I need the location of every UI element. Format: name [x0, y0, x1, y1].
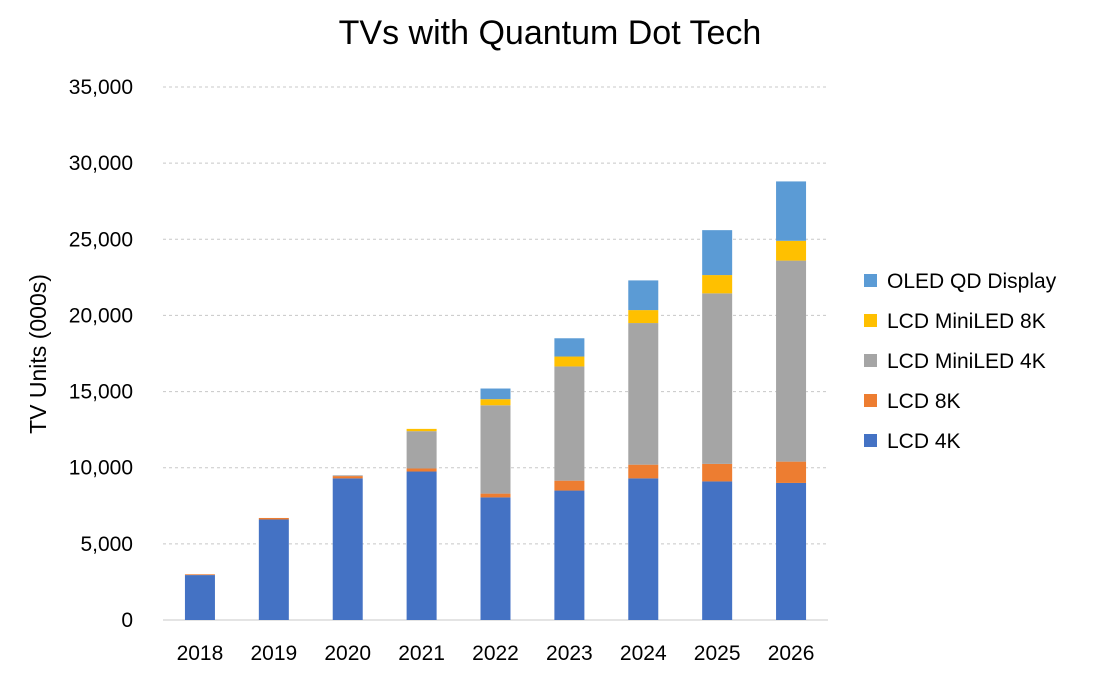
- bar-segment-lcd-4k: [332, 478, 363, 620]
- bar-segment-lcd-miniled-4k: [406, 431, 437, 469]
- bar-segment-lcd-miniled-4k: [628, 323, 659, 465]
- legend-swatch: [864, 314, 877, 327]
- bar-segment-lcd-miniled-8k: [628, 310, 659, 324]
- bar-segment-lcd-miniled-8k: [406, 428, 437, 432]
- bar-stack-2020: [332, 475, 363, 620]
- bar-segment-lcd-miniled-4k: [554, 366, 585, 481]
- bar-segment-lcd-4k: [480, 497, 511, 620]
- bar-segment-lcd-miniled-8k: [554, 356, 585, 367]
- bar-segment-lcd-miniled-4k: [776, 260, 807, 462]
- x-tick-label: 2020: [324, 642, 371, 665]
- bars: [184, 181, 807, 620]
- bar-segment-lcd-miniled-8k: [480, 399, 511, 406]
- bar-segment-lcd-miniled-4k: [332, 475, 363, 477]
- bar-segment-lcd-4k: [184, 575, 215, 620]
- legend-item: LCD MiniLED 8K: [864, 310, 1046, 333]
- x-tick-label: 2019: [250, 642, 297, 665]
- y-tick-label: 5,000: [80, 533, 133, 556]
- bar-segment-lcd-8k: [480, 493, 511, 498]
- legend-label: LCD 8K: [887, 390, 961, 413]
- legend: OLED QD Display LCD MiniLED 8K LCD MiniLED…: [864, 270, 1057, 453]
- bar-stack-2023: [554, 338, 585, 620]
- bar-segment-lcd-8k: [554, 480, 585, 491]
- y-tick-label: 30,000: [69, 152, 133, 175]
- legend-swatch: [864, 354, 877, 367]
- legend-swatch: [864, 434, 877, 447]
- x-tick-label: 2023: [546, 642, 593, 665]
- bar-segment-lcd-miniled-4k: [480, 405, 511, 494]
- bar-stack-2026: [776, 181, 807, 620]
- legend-swatch: [864, 274, 877, 287]
- bar-segment-lcd-8k: [184, 574, 215, 576]
- x-tick-label: 2024: [620, 642, 667, 665]
- bar-segment-lcd-miniled-8k: [776, 240, 807, 261]
- bar-segment-oled-qd-display: [776, 181, 807, 241]
- bar-segment-lcd-8k: [332, 476, 363, 479]
- x-tick-label: 2018: [177, 642, 224, 665]
- bar-stack-2019: [258, 517, 289, 620]
- legend-item: OLED QD Display: [864, 270, 1057, 293]
- bar-segment-lcd-8k: [258, 517, 289, 520]
- bar-segment-oled-qd-display: [554, 338, 585, 357]
- legend-label: LCD 4K: [887, 430, 961, 453]
- bar-stack-2021: [406, 428, 437, 620]
- y-tick-label: 15,000: [69, 381, 133, 404]
- bar-segment-lcd-4k: [406, 471, 437, 620]
- x-tick-label: 2025: [694, 642, 741, 665]
- bar-segment-lcd-4k: [628, 478, 659, 620]
- bar-segment-lcd-4k: [702, 481, 733, 620]
- bar-segment-lcd-8k: [776, 461, 807, 483]
- bar-segment-oled-qd-display: [480, 388, 511, 400]
- bar-stack-2018: [184, 574, 215, 620]
- legend-label: LCD MiniLED 4K: [887, 350, 1046, 373]
- x-tick-label: 2022: [472, 642, 519, 665]
- x-tick-label: 2021: [398, 642, 445, 665]
- bar-segment-lcd-8k: [406, 468, 437, 472]
- y-tick-label: 0: [121, 609, 133, 632]
- y-tick-label: 10,000: [69, 457, 133, 480]
- legend-swatch: [864, 394, 877, 407]
- y-tick-label: 35,000: [69, 76, 133, 99]
- bar-stack-2022: [480, 388, 511, 620]
- x-tick-labels: 2018 2019 2020 2021 2022 2023 2024 2025 2026: [177, 642, 815, 665]
- bar-segment-oled-qd-display: [702, 230, 733, 276]
- y-tick-label: 25,000: [69, 228, 133, 251]
- bar-segment-lcd-4k: [554, 490, 585, 620]
- y-axis-label: TV Units (000s): [25, 274, 51, 434]
- bar-segment-oled-qd-display: [628, 280, 659, 311]
- x-tick-label: 2026: [768, 642, 815, 665]
- bar-segment-lcd-miniled-4k: [702, 293, 733, 464]
- y-tick-labels: 0 5,000 10,000 15,000 20,000 25,000 30,000 35,0…: [69, 76, 133, 632]
- legend-label: OLED QD Display: [887, 270, 1057, 293]
- bar-segment-lcd-miniled-8k: [702, 275, 733, 294]
- bar-segment-lcd-4k: [258, 519, 289, 620]
- bar-segment-lcd-8k: [702, 463, 733, 482]
- legend-item: LCD 4K: [864, 430, 961, 453]
- legend-item: LCD MiniLED 4K: [864, 350, 1046, 373]
- bar-segment-lcd-4k: [776, 482, 807, 620]
- bar-stack-2025: [702, 230, 733, 620]
- legend-item: LCD 8K: [864, 390, 961, 413]
- legend-label: LCD MiniLED 8K: [887, 310, 1046, 333]
- chart-title: TVs with Quantum Dot Tech: [339, 14, 762, 52]
- bar-segment-lcd-8k: [628, 464, 659, 479]
- y-tick-label: 20,000: [69, 304, 133, 327]
- bar-stack-2024: [628, 280, 659, 620]
